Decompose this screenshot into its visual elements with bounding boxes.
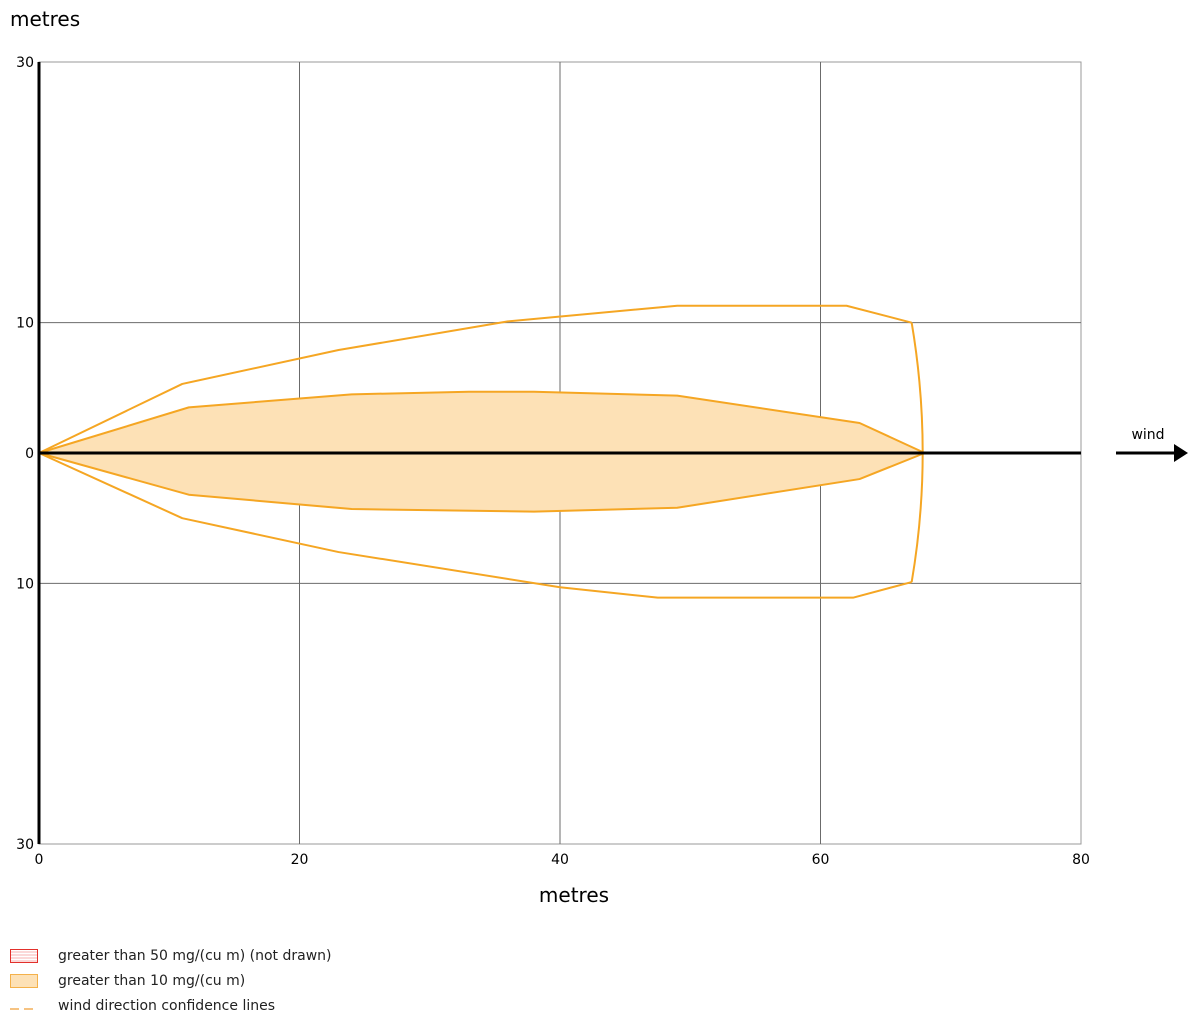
y-tick-label: 30 xyxy=(16,837,34,853)
legend-swatch-10mg xyxy=(10,973,38,988)
x-axis-title: metres xyxy=(539,883,609,907)
legend-label: greater than 50 mg/(cu m) (not drawn) xyxy=(58,947,332,964)
legend-item: greater than 10 mg/(cu m) xyxy=(10,968,332,993)
legend-item: wind direction confidence lines xyxy=(10,993,332,1018)
y-tick-label: 30 xyxy=(16,55,34,71)
legend-label: wind direction confidence lines xyxy=(58,997,275,1014)
x-tick-label: 80 xyxy=(1072,852,1090,868)
legend-item: greater than 50 mg/(cu m) (not drawn) xyxy=(10,943,332,968)
y-tick-label: 10 xyxy=(16,576,34,592)
x-tick-label: 40 xyxy=(551,852,569,868)
legend-swatch-confidence xyxy=(10,1007,38,1010)
legend-swatch-50mg xyxy=(10,948,38,963)
y-tick-label: 10 xyxy=(16,316,34,332)
x-tick-label: 0 xyxy=(35,852,44,868)
y-axis-title: metres xyxy=(10,7,80,31)
legend-label: greater than 10 mg/(cu m) xyxy=(58,972,246,989)
wind-arrow-head xyxy=(1174,444,1188,462)
confidence-line-lower xyxy=(38,452,912,599)
x-tick-label: 20 xyxy=(291,852,309,868)
legend: greater than 50 mg/(cu m) (not drawn) gr… xyxy=(10,943,332,1018)
wind-label: wind xyxy=(1131,427,1164,443)
x-tick-label: 60 xyxy=(812,852,830,868)
y-tick-label: 0 xyxy=(25,446,34,462)
confidence-line-upper xyxy=(38,304,912,454)
